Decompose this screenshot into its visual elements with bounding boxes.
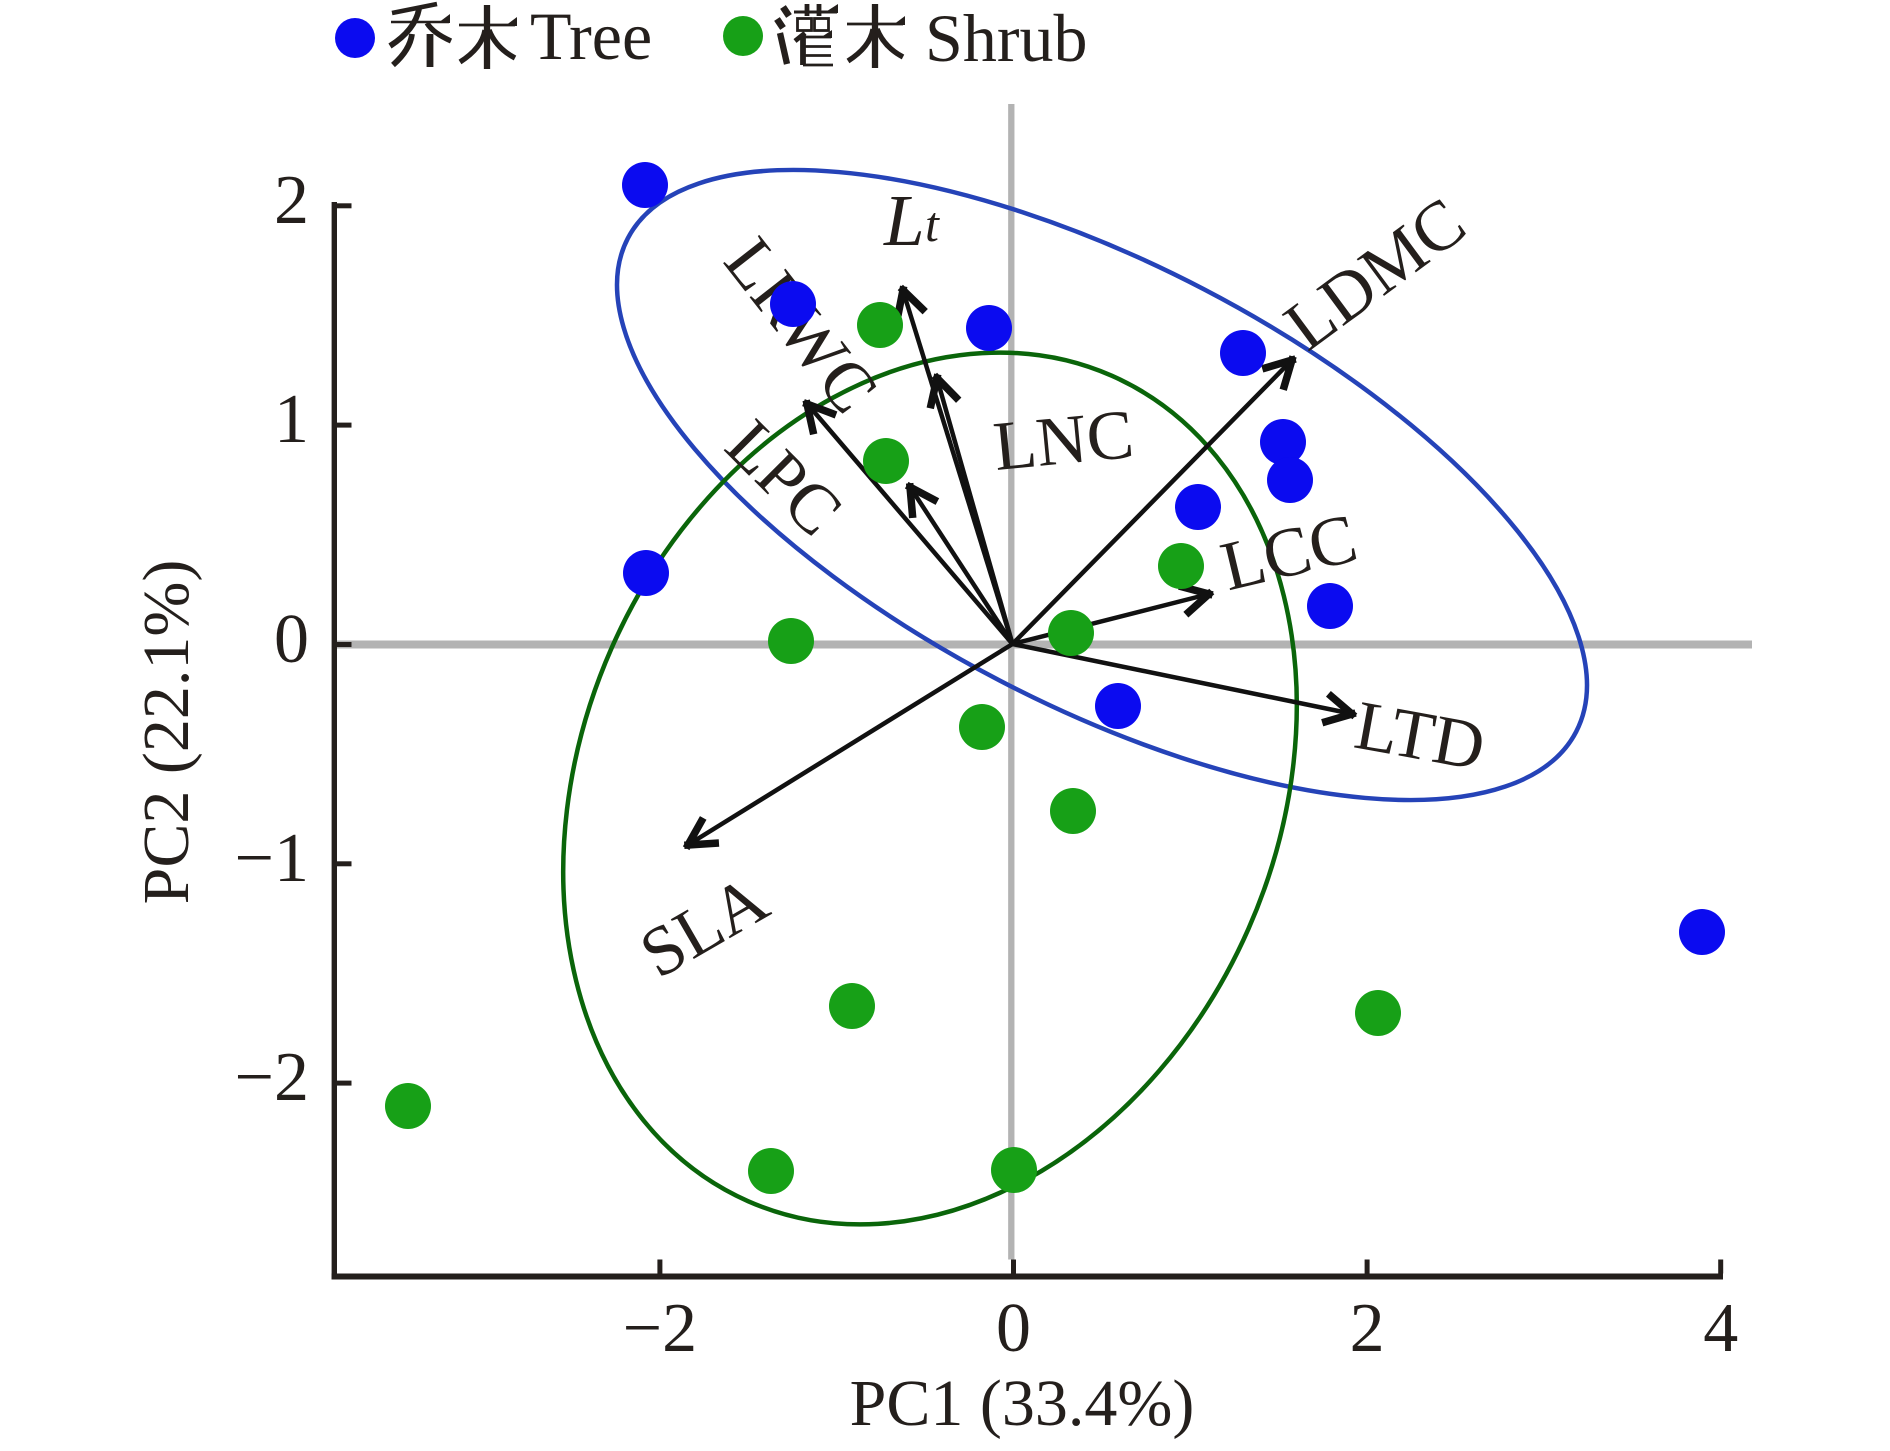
svg-text:2: 2 <box>274 162 309 239</box>
svg-text:PC1 (33.4%): PC1 (33.4%) <box>850 1367 1195 1440</box>
svg-text:PC2 (22.1%): PC2 (22.1%) <box>130 560 203 905</box>
svg-text:0: 0 <box>996 1290 1031 1367</box>
svg-text:4: 4 <box>1703 1290 1738 1367</box>
svg-text:Shrub: Shrub <box>925 0 1087 76</box>
svg-text:L: L <box>883 180 925 261</box>
svg-text:1: 1 <box>274 381 309 458</box>
svg-text:2: 2 <box>1350 1290 1385 1367</box>
svg-text:LNC: LNC <box>990 396 1137 486</box>
svg-text:−2: −2 <box>623 1290 697 1367</box>
svg-text:Tree: Tree <box>530 0 652 74</box>
svg-text:0: 0 <box>274 601 309 678</box>
svg-text:−2: −2 <box>235 1039 309 1116</box>
svg-text:−1: −1 <box>235 820 309 897</box>
svg-text:t: t <box>925 196 940 252</box>
